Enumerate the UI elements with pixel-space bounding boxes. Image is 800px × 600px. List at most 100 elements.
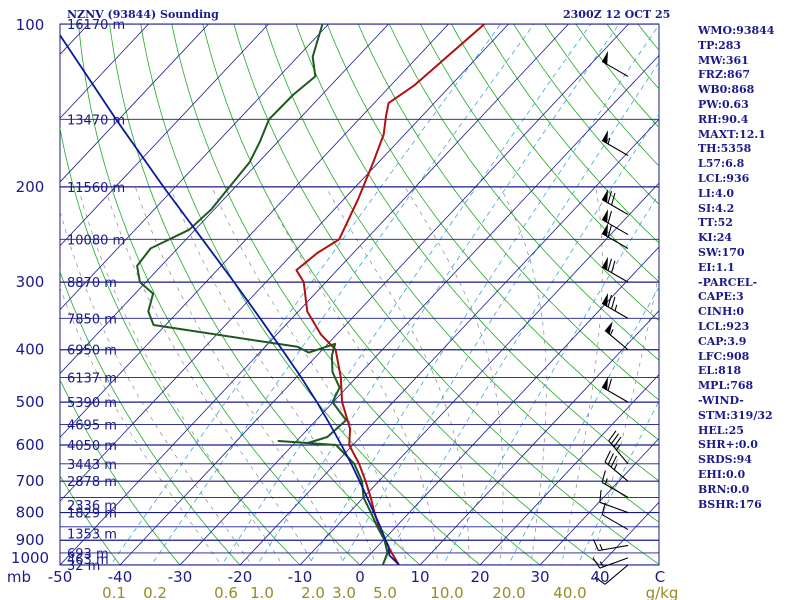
moist-adiabats (60, 186, 659, 565)
height-label: 463 m (67, 553, 109, 568)
temperature-tick-label: -30 (168, 568, 193, 586)
wind-barb-flag (602, 51, 609, 65)
wind-barb-flag (602, 223, 609, 237)
wind-barb-feather (611, 296, 616, 309)
wind-barb (601, 376, 629, 403)
stat-item: CAP:3.9 (698, 334, 747, 348)
wind-barb (601, 223, 629, 249)
height-label: 1353 m (67, 528, 117, 543)
wind-barb (601, 256, 629, 283)
isotherm-line (0, 24, 29, 576)
wind-barb-half-feather (609, 329, 614, 336)
height-label: 16170 m (67, 18, 125, 33)
wind-barb-feather (604, 450, 611, 463)
wind-barb-half-feather (615, 444, 621, 451)
wind-barb-feather (607, 210, 613, 224)
height-label: 5390 m (67, 396, 117, 411)
temperature-tick-label: 20 (470, 568, 489, 586)
wind-barb (599, 489, 629, 514)
wind-barb-flag (602, 209, 609, 223)
stat-item: BSHR:176 (698, 497, 762, 511)
mixing-ratio-line (339, 61, 659, 565)
stat-item: -WIND- (698, 393, 744, 407)
wind-barb (601, 292, 629, 319)
height-label: 6137 m (67, 371, 117, 386)
wind-barb-feather (610, 433, 619, 445)
wind-barb-shaft (601, 514, 629, 531)
height-label: 4050 m (67, 439, 117, 454)
pressure-tick-label: 800 (16, 504, 45, 522)
isotherm-line (239, 118, 659, 565)
pressure-tick-label: 700 (16, 472, 45, 490)
height-label: 3443 m (67, 458, 117, 473)
wind-barb (601, 51, 629, 77)
stat-item: SHR+:0.0 (698, 438, 758, 452)
mixing-ratio-label: g/kg (646, 584, 679, 600)
wind-barb-half-feather (604, 478, 608, 485)
wind-barb-feather (607, 258, 613, 271)
wind-barb-half-feather (613, 463, 618, 470)
temperature-tick-label: 0 (355, 568, 365, 586)
isotherm-line (419, 310, 659, 565)
stat-item: TT:52 (698, 216, 733, 230)
height-label: 2336 m (67, 499, 117, 514)
wind-barb (604, 450, 629, 482)
stat-item: PW:0.63 (698, 97, 749, 111)
height-label: 7850 m (67, 312, 117, 327)
height-label: 32 m (67, 559, 100, 574)
mixing-ratio-label: 0.1 (102, 584, 126, 600)
temperature-tick-label: -20 (228, 568, 253, 586)
wind-barb-flag (602, 130, 609, 144)
sounding-indices: WMO:93844 TP:283 MW:361 FRZ:867 WB0:868 PW:0.… (698, 24, 798, 512)
isobars (60, 24, 659, 565)
pressure-tick-label: 500 (16, 393, 45, 411)
wind-barb-feather (592, 557, 601, 569)
stat-item: -PARCEL- (698, 275, 758, 289)
temperature-tick-label: -40 (108, 568, 133, 586)
stat-item: RH:90.4 (698, 112, 749, 126)
pressure-tick-label: 200 (16, 178, 45, 196)
moist-adiabat-line (77, 186, 283, 565)
wind-barb (608, 430, 629, 465)
wind-barb (601, 189, 629, 216)
dry-adiabat-line (0, 12, 7, 577)
wind-barb-shaft (599, 501, 629, 514)
wind-barb-shaft (599, 557, 629, 569)
moist-adiabat-line (591, 270, 659, 565)
pressure-tick-label: 900 (16, 531, 45, 549)
wind-barb-shaft (601, 60, 629, 77)
wind-barb-feather (607, 294, 613, 307)
wind-barb (604, 321, 629, 351)
pressure-tick-label: 1000 (11, 549, 49, 567)
mixing-ratio-label: 20.0 (492, 584, 525, 600)
moist-adiabat-line (60, 286, 222, 565)
wind-barb-feather (607, 224, 613, 238)
wind-barb-feather (611, 260, 616, 273)
stat-item: LFC:908 (698, 349, 750, 363)
stat-item: TP:283 (698, 38, 742, 52)
sounding-traces (60, 24, 486, 565)
pressure-unit-label: mb (7, 568, 31, 586)
mixing-ratio-label: 3.0 (332, 584, 356, 600)
stat-item: MW:361 (698, 53, 749, 67)
wind-barb-half-feather (599, 544, 603, 551)
isotherm-line (60, 24, 329, 311)
wind-barb-feather (592, 539, 599, 551)
stat-item: EI:1.1 (698, 260, 735, 274)
isotherm-line (60, 24, 209, 183)
wind-barb-half-feather (614, 304, 618, 311)
isotherm-line (60, 24, 449, 438)
height-label: 10080 m (67, 233, 125, 248)
isotherm-line (60, 24, 269, 247)
wind-barb-half-feather (599, 561, 605, 568)
dewpoint-trace (136, 24, 389, 565)
moist-adiabat-line (104, 186, 314, 565)
dry-adiabat-line (202, 24, 601, 565)
dry-adiabat-line (60, 474, 121, 565)
wind-barb-flag (605, 321, 613, 335)
stat-item: MPL:768 (698, 379, 754, 393)
mixing-ratio-line (221, 24, 592, 565)
wind-barb-shaft (598, 544, 629, 552)
stat-item: WB0:868 (698, 83, 755, 97)
